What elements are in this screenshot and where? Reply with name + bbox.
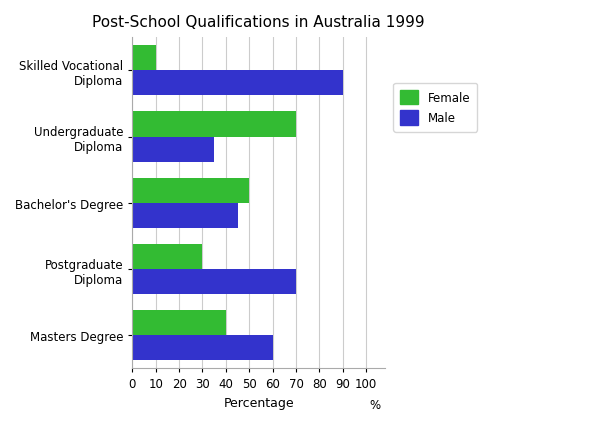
Bar [132, 336, 273, 361]
Bar [132, 46, 156, 71]
Bar [132, 71, 343, 96]
X-axis label: Percentage: Percentage [223, 396, 294, 409]
Bar [132, 137, 214, 162]
Bar [132, 269, 296, 294]
Bar [132, 203, 238, 228]
Text: %: % [370, 398, 381, 411]
Bar [132, 311, 226, 336]
Bar [132, 178, 249, 203]
Bar [132, 112, 296, 137]
Legend: Female, Male: Female, Male [393, 83, 478, 132]
Bar [132, 244, 203, 269]
Title: Post-School Qualifications in Australia 1999: Post-School Qualifications in Australia … [92, 15, 425, 30]
